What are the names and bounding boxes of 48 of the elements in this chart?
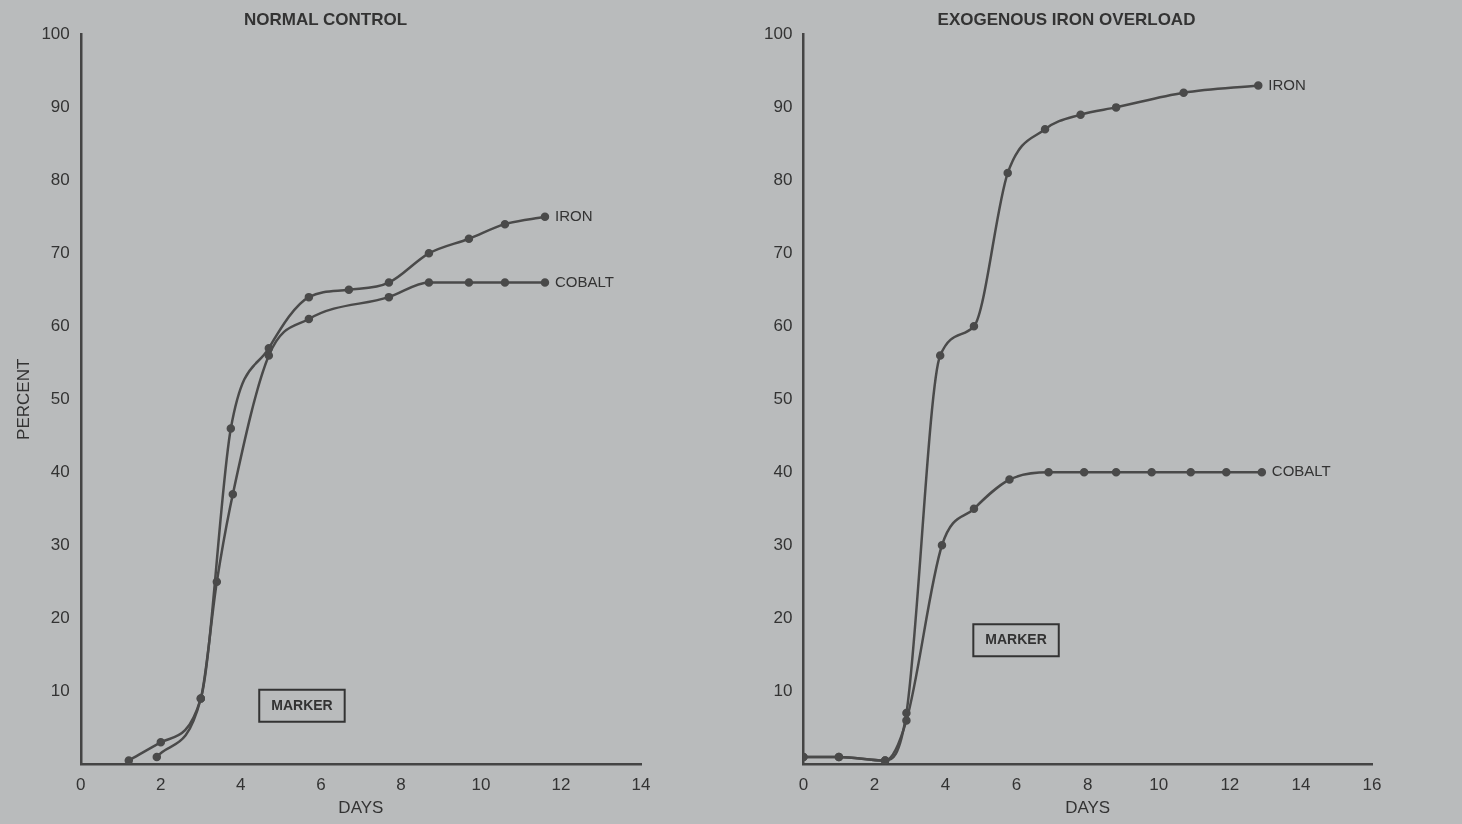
y-tick-label: 30 bbox=[773, 534, 793, 554]
y-tick-label: 10 bbox=[50, 680, 70, 700]
annotation: MARKER bbox=[985, 630, 1047, 647]
y-axis-title: PERCENT bbox=[13, 358, 33, 440]
x-tick-label: 8 bbox=[1082, 775, 1093, 795]
y-tick-label: 90 bbox=[50, 97, 70, 117]
series-label: IRON bbox=[1268, 75, 1306, 93]
chart-title: NORMAL CONTROL bbox=[243, 9, 408, 29]
y-tick-label: 50 bbox=[50, 388, 70, 408]
x-tick-label: 0 bbox=[76, 775, 86, 795]
x-tick-label: 0 bbox=[798, 775, 809, 795]
y-tick-label: 80 bbox=[50, 170, 70, 190]
x-tick-label: 4 bbox=[940, 775, 951, 795]
y-tick-label: 20 bbox=[773, 607, 793, 627]
y-tick-label: 40 bbox=[773, 461, 793, 481]
x-axis-title: DAYS bbox=[1065, 798, 1111, 818]
y-tick-label: 40 bbox=[50, 461, 70, 481]
x-tick-label: 14 bbox=[1291, 775, 1311, 795]
x-tick-label: 2 bbox=[156, 775, 166, 795]
chart-title: EXOGENOUS IRON OVERLOAD bbox=[937, 9, 1196, 29]
series-label: COBALT bbox=[554, 272, 614, 290]
y-tick-label: 80 bbox=[773, 170, 793, 190]
x-tick-label: 6 bbox=[1011, 775, 1022, 795]
x-tick-label: 10 bbox=[471, 775, 491, 795]
x-tick-label: 8 bbox=[396, 775, 406, 795]
y-tick-label: 90 bbox=[773, 97, 793, 117]
x-axis-title: DAYS bbox=[338, 798, 384, 818]
y-tick-label: 10 bbox=[773, 680, 793, 700]
x-tick-label: 14 bbox=[631, 775, 651, 795]
y-tick-label: 20 bbox=[50, 607, 70, 627]
x-tick-label: 10 bbox=[1149, 775, 1169, 795]
series-label: IRON bbox=[554, 206, 593, 224]
x-tick-label: 4 bbox=[236, 775, 246, 795]
y-tick-label: 60 bbox=[50, 316, 70, 336]
y-tick-label: 100 bbox=[41, 24, 70, 44]
y-tick-label: 70 bbox=[773, 243, 793, 263]
x-tick-label: 16 bbox=[1362, 775, 1382, 795]
y-tick-label: 60 bbox=[773, 316, 793, 336]
annotation: MARKER bbox=[271, 696, 333, 713]
x-tick-label: 6 bbox=[316, 775, 326, 795]
y-tick-label: 70 bbox=[50, 243, 70, 263]
x-tick-label: 2 bbox=[869, 775, 880, 795]
series-label: COBALT bbox=[1271, 462, 1331, 480]
x-tick-label: 12 bbox=[551, 775, 571, 795]
y-tick-label: 30 bbox=[50, 534, 70, 554]
x-tick-label: 12 bbox=[1220, 775, 1240, 795]
y-tick-label: 50 bbox=[773, 388, 793, 408]
y-tick-label: 100 bbox=[763, 24, 793, 44]
